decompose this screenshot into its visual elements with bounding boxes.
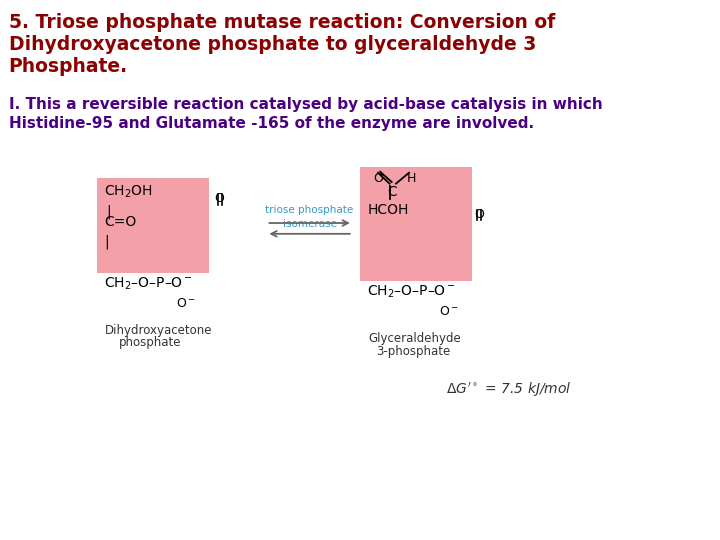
Text: HCOH: HCOH (367, 202, 408, 217)
Text: I. This a reversible reaction catalysed by acid-base catalysis in which: I. This a reversible reaction catalysed … (9, 97, 603, 112)
Text: Histidine-95 and Glutamate -165 of the enzyme are involved.: Histidine-95 and Glutamate -165 of the e… (9, 116, 534, 131)
Text: O$^-$: O$^-$ (439, 305, 459, 318)
Text: |: | (106, 204, 110, 219)
Text: $\Delta G^{\prime\circ}$ = 7.5 kJ/mol: $\Delta G^{\prime\circ}$ = 7.5 kJ/mol (446, 381, 572, 399)
Text: CH$_2$–O–P–O$^-$: CH$_2$–O–P–O$^-$ (104, 275, 194, 292)
Text: O: O (474, 208, 484, 221)
Text: C: C (387, 185, 397, 199)
Text: H: H (407, 172, 416, 185)
Text: O$^-$: O$^-$ (176, 297, 197, 310)
Text: isomerase: isomerase (283, 219, 337, 229)
Text: C=O: C=O (104, 215, 137, 229)
Text: 5. Triose phosphate mutase reaction: Conversion of: 5. Triose phosphate mutase reaction: Con… (9, 14, 555, 32)
Text: Phosphate.: Phosphate. (9, 57, 127, 76)
Text: 3-phosphate: 3-phosphate (376, 345, 450, 357)
Text: phosphate: phosphate (119, 336, 181, 349)
Text: Dihydroxyacetone phosphate to glyceraldehyde 3: Dihydroxyacetone phosphate to glyceralde… (9, 35, 536, 54)
Text: O: O (373, 172, 383, 185)
Text: CH$_2$OH: CH$_2$OH (104, 184, 153, 200)
Text: triose phosphate: triose phosphate (266, 205, 354, 215)
Text: Dihydroxyacetone: Dihydroxyacetone (104, 324, 212, 337)
Text: Glyceraldehyde: Glyceraldehyde (369, 332, 462, 345)
Text: CH$_2$–O–P–O$^-$: CH$_2$–O–P–O$^-$ (367, 284, 456, 300)
Text: |: | (104, 235, 109, 249)
Text: O: O (215, 192, 225, 205)
